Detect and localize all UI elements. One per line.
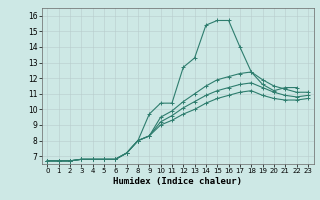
X-axis label: Humidex (Indice chaleur): Humidex (Indice chaleur) xyxy=(113,177,242,186)
